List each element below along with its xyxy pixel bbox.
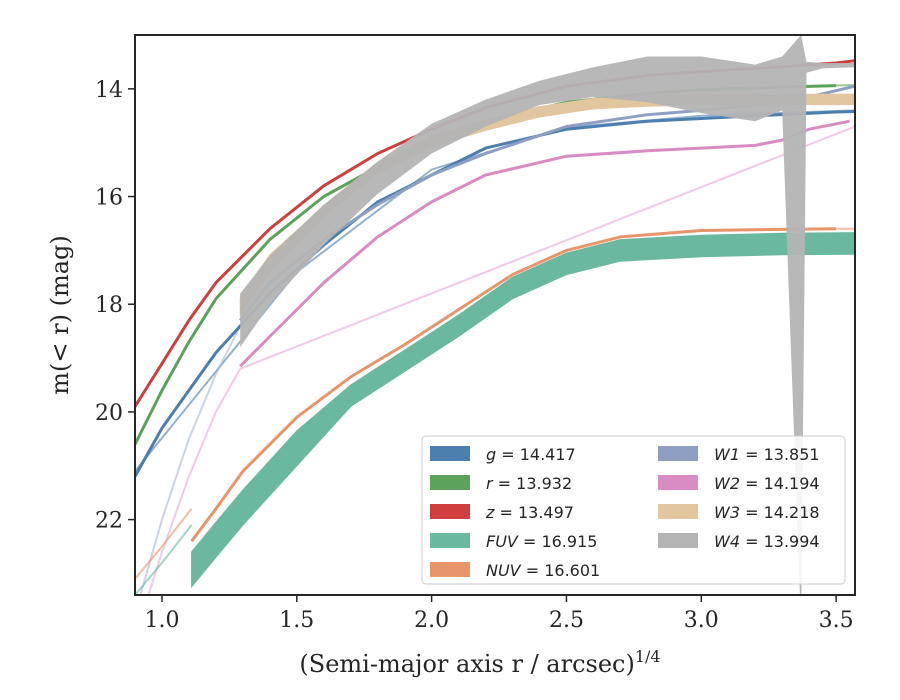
curves [135,35,855,595]
y-axis-label: m(< r) (mag) [46,235,74,394]
y-tick-label: 20 [95,401,123,426]
legend-entry-name: W1 [714,445,740,464]
y-tick-label: 16 [95,186,123,211]
legend-entry-value: = 14.417 [496,445,576,464]
x-tick-label: 3.0 [684,608,719,633]
legend-entry-name: W3 [714,503,740,522]
series-fuv-extrap-line [135,524,193,595]
legend-entry-w4: W4 = 13.994 [714,532,820,551]
legend-entry-name: z [485,503,495,522]
legend-entry-name: NUV [486,561,522,580]
legend-swatch-z [430,504,470,519]
legend-entry-fuv: FUV = 16.915 [486,532,597,551]
legend-entry-z: z = 13.497 [485,503,574,522]
series-r-line [135,84,837,445]
x-tick-label: 2.0 [414,608,449,633]
legend-entry-g: g = 14.417 [486,445,576,464]
series-w1-extrap-line [139,325,242,595]
legend-entry-value: = 16.601 [521,561,601,580]
legend-entry-name: g [486,445,496,464]
x-tick-label: 1.5 [279,608,314,633]
series-nuv-line [190,227,837,543]
x-tick-label: 3.5 [819,608,854,633]
legend-entry-name: W2 [714,474,740,493]
x-axis-label-exponent: 1/4 [635,647,661,666]
legend-entry-w1: W1 = 13.851 [714,445,820,464]
legend-entry-name: W4 [714,532,740,551]
legend-swatch-w1 [658,446,698,461]
series-w4-band [240,35,855,595]
y-tick-label: 18 [95,293,123,318]
y-tick-label: 22 [95,509,123,534]
legend-entry-value: = 13.994 [740,532,820,551]
legend-swatch-nuv [430,562,470,577]
series-w2-line [239,119,850,368]
legend-entry-value: = 13.497 [494,503,574,522]
legend-swatch-w2 [658,475,698,490]
series-nuv-extrap-line [135,508,193,580]
series-fuv-band [191,232,855,589]
legend-swatch-r [430,475,470,490]
ticks: 1.0 1.5 2.0 2.5 3.0 3.5 14 16 18 20 22 [95,78,854,633]
plot-frame [134,34,856,596]
legend-entry-value: = 13.851 [740,445,820,464]
legend-entry-name: r [486,474,494,493]
x-axis-label-main: (Semi-major axis r / arcsec) [299,650,634,678]
y-tick-label: 14 [95,78,123,103]
series-w2-extrap-line [147,125,855,595]
legend-swatch-fuv [430,533,470,548]
legend-entry-w3: W3 = 14.218 [714,503,820,522]
legend-entry-value: = 16.915 [518,532,598,551]
legend-entry-name: FUV [486,532,519,551]
legend-swatch-w3 [658,504,698,519]
legend-box [421,435,846,585]
x-tick-label: 2.5 [549,608,584,633]
legend-entry-w2: W2 = 14.194 [714,474,820,493]
legend-swatch-g [430,446,470,461]
legend-entry-nuv: NUV = 16.601 [486,561,600,580]
legend-entry-value: = 14.218 [740,503,820,522]
legend-entry-value: = 14.194 [740,474,820,493]
x-tick-label: 1.0 [144,608,179,633]
legend-entry-value: = 13.932 [493,474,573,493]
x-axis-label: (Semi-major axis r / arcsec)1/4 [299,647,660,678]
legend-entry-r: r = 13.932 [486,474,572,493]
legend-swatch-w4 [658,533,698,548]
